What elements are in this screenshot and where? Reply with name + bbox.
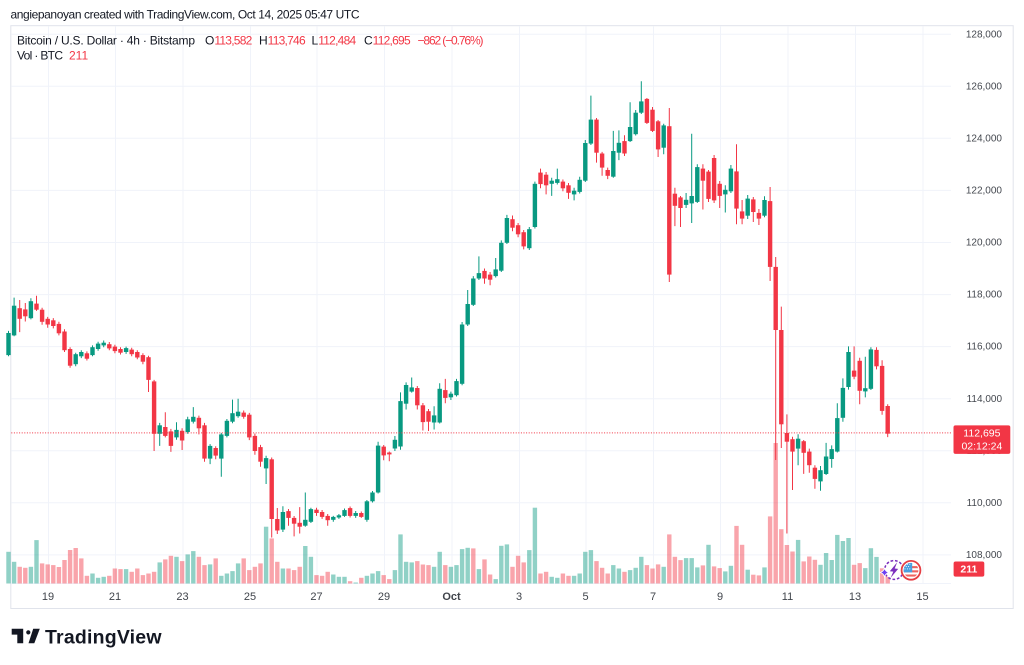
svg-text:TradingView: TradingView	[45, 627, 162, 649]
svg-text:Oct: Oct	[442, 591, 461, 603]
svg-text:9: 9	[717, 591, 723, 603]
svg-text:114,000: 114,000	[967, 394, 1003, 405]
svg-text:29: 29	[378, 591, 390, 603]
svg-text:15: 15	[916, 591, 928, 603]
svg-text:11: 11	[782, 591, 793, 603]
svg-text:108,000: 108,000	[966, 550, 1003, 561]
svg-text:120,000: 120,000	[966, 238, 1003, 249]
svg-text:27: 27	[310, 591, 322, 603]
svg-text:118,000: 118,000	[967, 290, 1003, 301]
svg-text:122,000: 122,000	[966, 186, 1003, 197]
svg-text:19: 19	[42, 591, 54, 603]
svg-text:211: 211	[960, 564, 977, 576]
svg-text:128,000: 128,000	[966, 29, 1003, 40]
svg-text:Bitcoin / U.S. Dollar · 4h · B: Bitcoin / U.S. Dollar · 4h · Bitstamp O11…	[17, 34, 484, 48]
svg-text:5: 5	[582, 591, 588, 603]
svg-text:23: 23	[176, 591, 188, 603]
svg-text:02:12:24: 02:12:24	[961, 440, 1002, 452]
svg-text:angiepanoyan created with Trad: angiepanoyan created with TradingView.co…	[11, 8, 360, 22]
svg-text:126,000: 126,000	[966, 81, 1003, 92]
svg-text:25: 25	[244, 591, 256, 603]
svg-text:13: 13	[849, 591, 861, 603]
svg-text:21: 21	[109, 591, 121, 603]
svg-text:124,000: 124,000	[966, 133, 1003, 144]
svg-text:110,000: 110,000	[967, 498, 1003, 509]
svg-text:3: 3	[516, 591, 522, 603]
svg-text:112,695: 112,695	[963, 427, 1000, 439]
svg-text:7: 7	[650, 591, 656, 603]
svg-text:116,000: 116,000	[967, 342, 1003, 353]
